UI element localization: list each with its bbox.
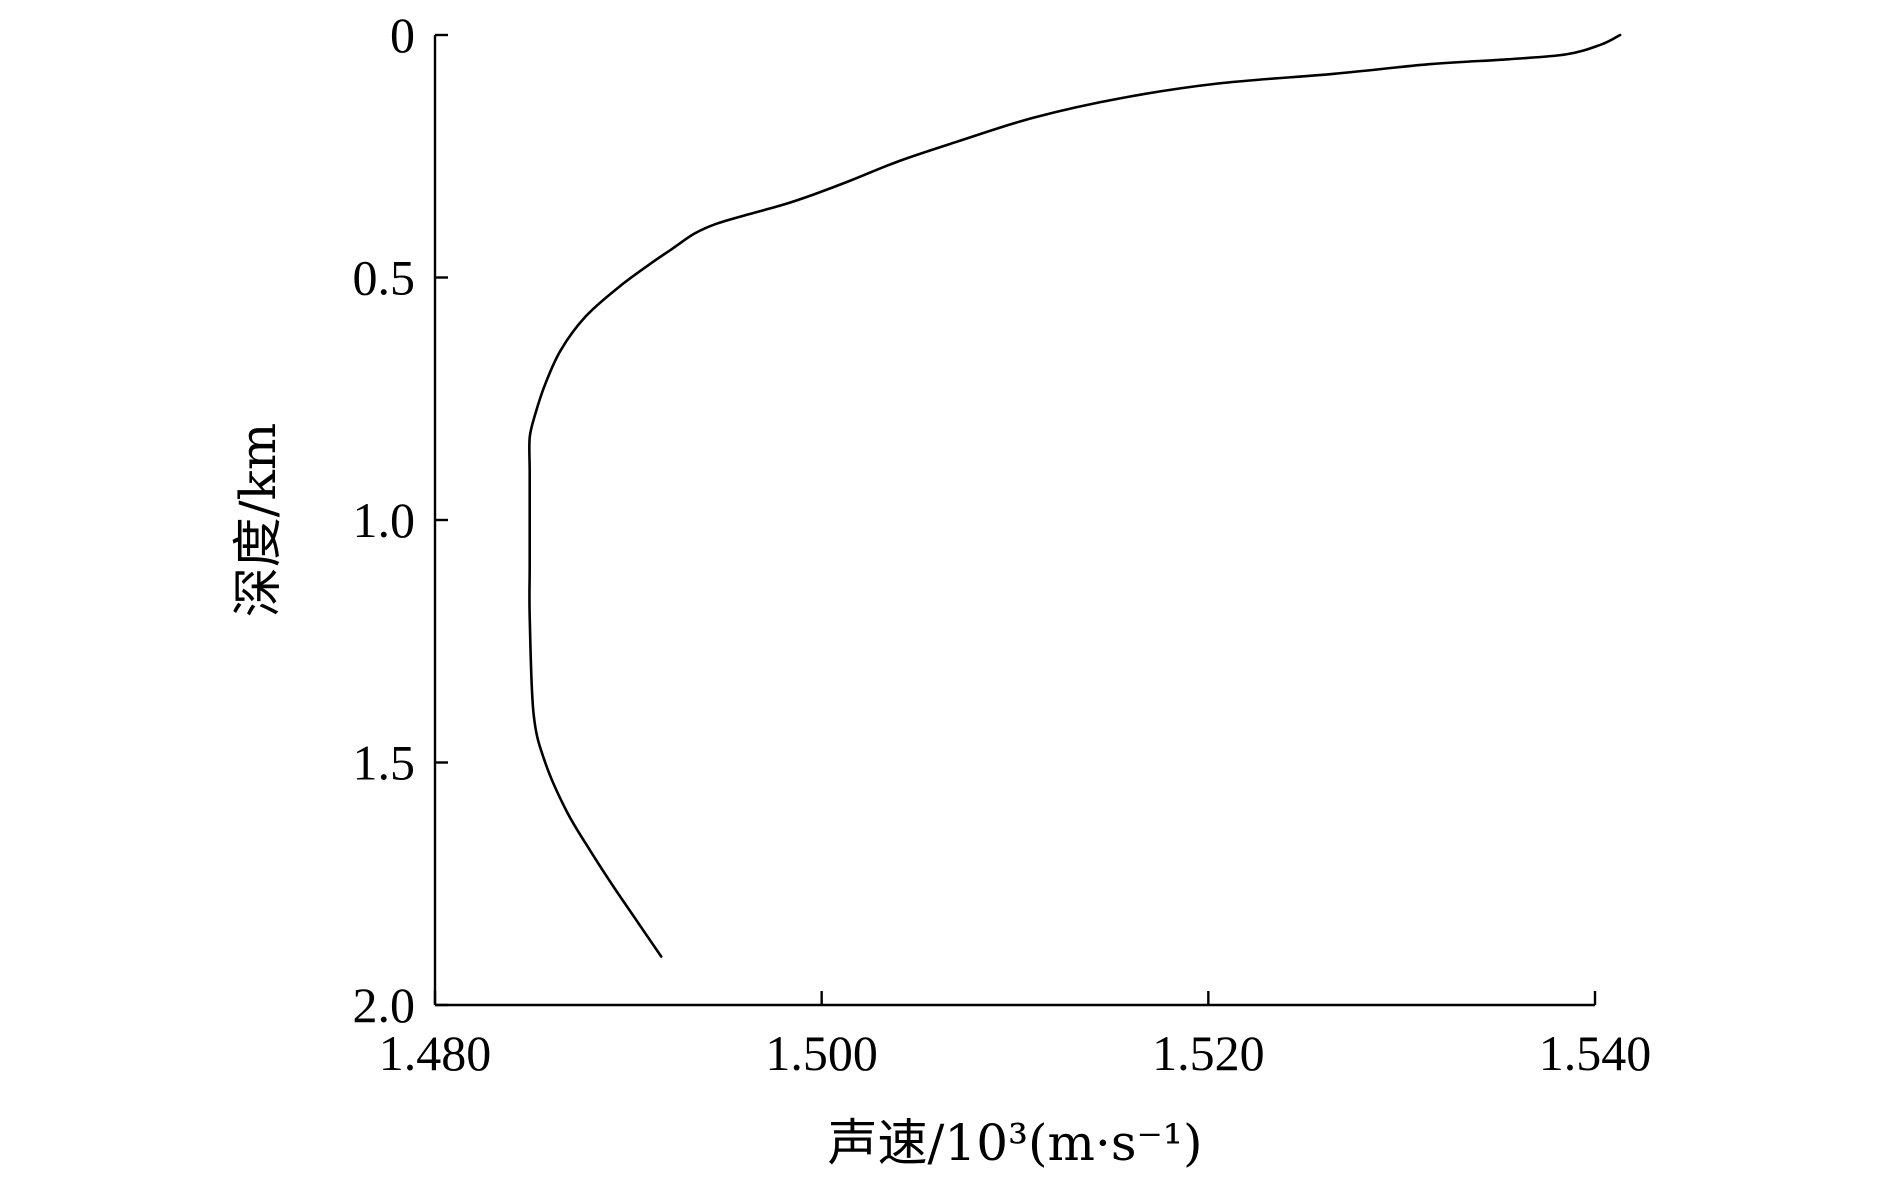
x-tick-label: 1.540 <box>1539 1025 1652 1081</box>
y-tick-label: 1.5 <box>353 735 416 791</box>
y-tick-label: 0.5 <box>353 250 416 306</box>
x-tick-label: 1.480 <box>379 1025 492 1081</box>
y-tick-label: 2.0 <box>353 977 416 1033</box>
x-tick-label: 1.520 <box>1152 1025 1265 1081</box>
x-ticks: 1.480 1.500 1.520 1.540 <box>379 991 1652 1081</box>
y-tick-label: 1.0 <box>353 492 416 548</box>
x-tick-label: 1.500 <box>765 1025 878 1081</box>
sound-speed-profile-line <box>528 33 1622 958</box>
series-layer <box>528 33 1622 958</box>
y-axis-title: 深度/km <box>229 423 287 618</box>
x-axis-title: 声速/10³(m·s⁻¹) <box>828 1114 1203 1172</box>
y-tick-label: 0 <box>390 7 415 63</box>
axes <box>433 35 1595 1007</box>
y-ticks: 0 0.5 1.0 1.5 2.0 <box>353 7 448 1033</box>
